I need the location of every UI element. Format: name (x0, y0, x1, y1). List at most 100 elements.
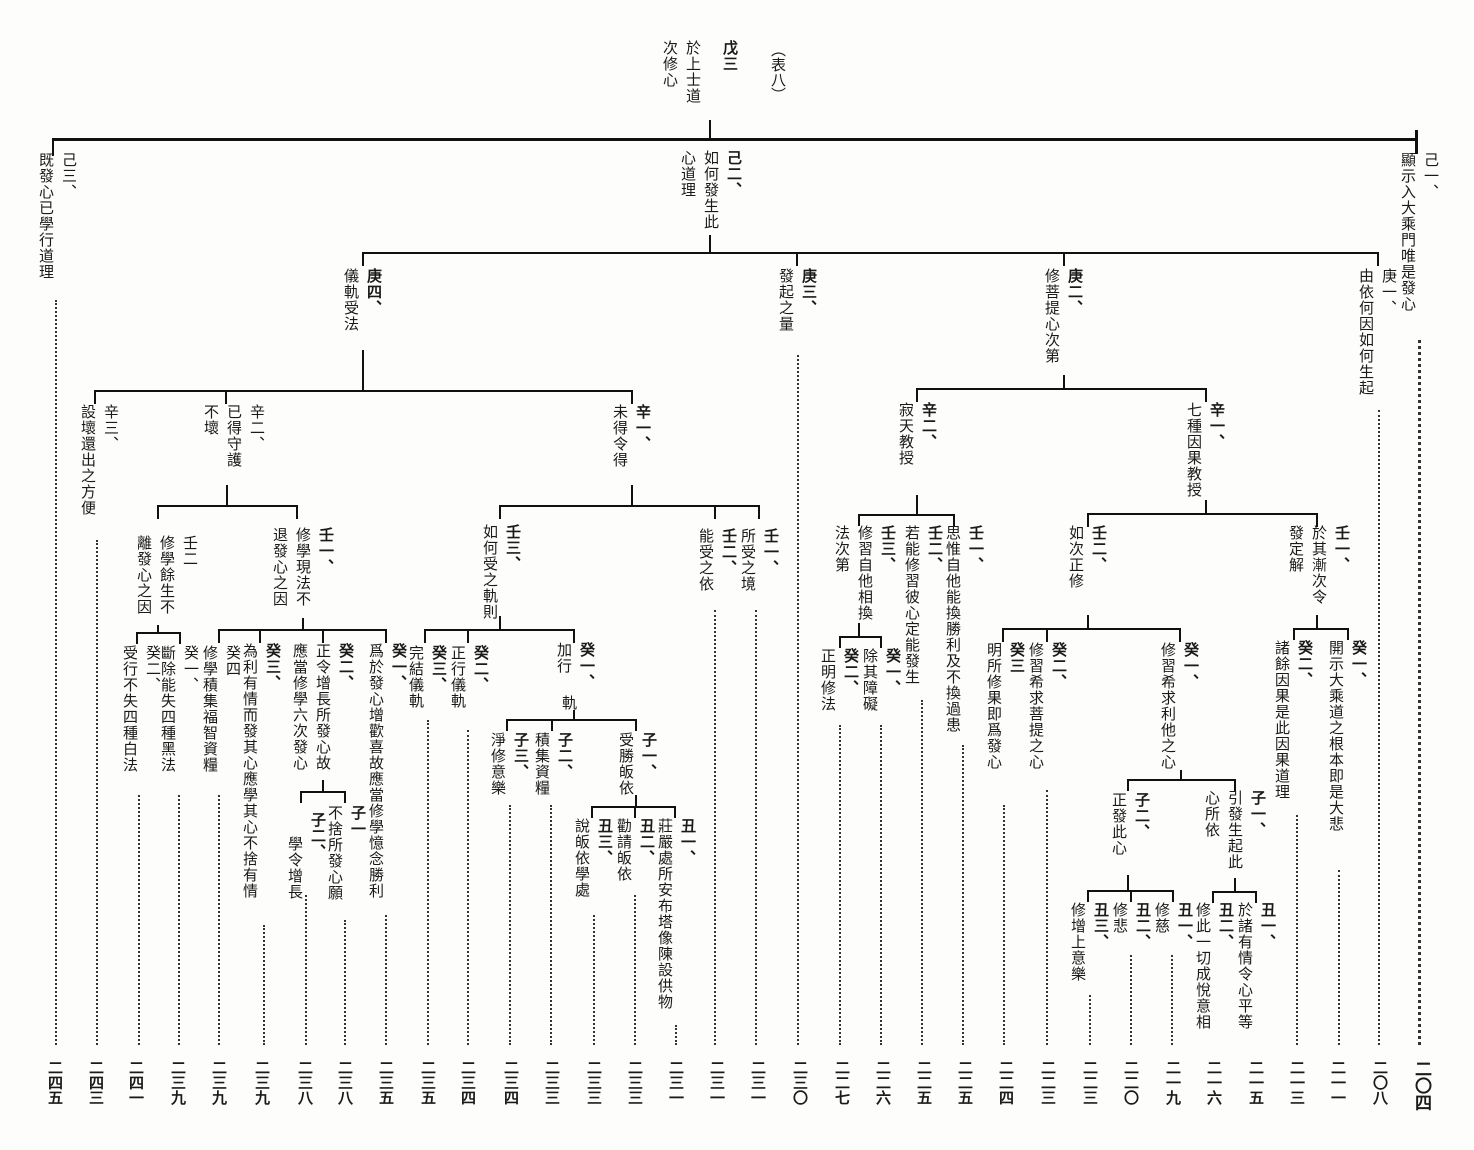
page-number: 二三九 (210, 1060, 228, 1105)
node-chou-c2b: 丑二、 修悲 (1110, 902, 1152, 950)
node-gui-i: 癸二、 正行儀軌 (448, 645, 490, 709)
node-gui-f: 癸一、 除其障礙 (860, 648, 902, 712)
node-chou-c2c: 丑三、 修增上意樂 (1068, 902, 1110, 982)
connector (1172, 890, 1174, 902)
node-head: 癸二、 (144, 645, 162, 693)
node-wd-r2: 壬二、 能受之依 (696, 528, 738, 592)
node-text: 既發心已學行道理 (37, 152, 55, 280)
dotted-leader (467, 730, 469, 1045)
node-gui-p: 癸二、 受行不失四種白法 (120, 645, 162, 773)
node-text: 思惟自他能換勝利及不換過患 (944, 525, 962, 733)
node-text: 受行不失四種白法 (121, 645, 139, 773)
page-number: 二四一 (127, 1060, 145, 1105)
connector (424, 629, 574, 631)
node-gui-m: 癸三、 為利有情而發其心應學其心不捨有情 (240, 643, 282, 899)
dotted-leader (1046, 790, 1048, 1045)
node-text: 斷除能失四種黑法 (159, 645, 177, 773)
connector (136, 632, 138, 644)
node-gui-h: 癸一、 加行 (554, 642, 596, 690)
node-text: 諸餘因果是此因果道理 (1273, 640, 1291, 800)
connector (953, 514, 955, 526)
dotted-leader (1378, 410, 1380, 1045)
node-gui-b: 癸二、 諸餘因果是此因果道理 (1272, 640, 1314, 800)
node-gui-o: 癸一、 斷除能失四種黑法 (158, 645, 200, 773)
connector (1046, 628, 1048, 642)
node-text: 正令增長所發心故 (314, 643, 332, 771)
node-text: 於其漸次令 (1310, 525, 1328, 605)
node-head: 丑一、 (1176, 902, 1194, 950)
node-head: 壬一、 (762, 528, 780, 576)
node-zi-c1: 子一、 引發生起此 心所依 (1202, 790, 1267, 870)
connector (362, 252, 364, 266)
dotted-leader (55, 300, 57, 1045)
dotted-leader (509, 805, 511, 1045)
connector (1212, 891, 1214, 903)
connector (499, 616, 501, 630)
connector (709, 120, 711, 140)
node-chou-c1a: 丑一、 於諸有情令心平等 (1235, 902, 1277, 1030)
connector (1002, 628, 1004, 642)
connector (385, 629, 387, 643)
node-text: 如何發生此 (702, 150, 720, 230)
node-text: 寂天教授 (897, 402, 915, 466)
node-text: 法次第 (833, 525, 851, 573)
page-number: 二三五 (419, 1060, 437, 1105)
connector (157, 505, 297, 507)
node-head: 癸一、 (1350, 640, 1368, 688)
node-text: 儀軌受法 (342, 268, 360, 332)
page-number: 二二五 (956, 1060, 974, 1105)
connector (1205, 500, 1207, 514)
dotted-leader (755, 610, 757, 1045)
connector (1316, 615, 1318, 629)
connector (916, 495, 918, 515)
dotted-leader (962, 745, 964, 1045)
table-label: （表八） (769, 42, 787, 102)
node-ji2: 己二、 如何發生此 心道理 (678, 150, 743, 230)
node-ji1: 己一、 顯示入大乘門唯是發心 (1398, 152, 1440, 312)
dotted-leader (634, 895, 636, 1045)
page-number: 二三〇 (791, 1060, 809, 1105)
dotted-leader (218, 795, 220, 1045)
node-yd-r2: 壬二 修學餘生不 離發心之因 (134, 535, 199, 615)
node-ji3: 己三、 既發心已學行道理 (36, 152, 78, 280)
node-head: 子二、 (1133, 792, 1151, 840)
node-gui-k: 癸一、 爲於發心增歡喜故應當修學憶念勝利 (366, 643, 408, 899)
dotted-leader (1338, 870, 1340, 1045)
node-head: 癸一、 (182, 645, 200, 693)
node-text: 修此一切成悅意相 (1194, 902, 1212, 1030)
node-head: 丑一、 (1259, 902, 1277, 950)
page-number: 二三四 (459, 1060, 477, 1105)
connector (1087, 615, 1089, 629)
node-head: 庚四、 (365, 268, 383, 316)
node-head: 丑二、 (638, 818, 656, 866)
node-chou-c1b: 丑二、 修此一切成悅意相 (1193, 902, 1235, 1030)
node-text: 修習自他相換 (856, 525, 874, 621)
connector (467, 629, 469, 643)
node-jitian: 辛二、 寂天教授 (896, 402, 938, 466)
node-head: 癸三、 (430, 645, 448, 693)
node-text: 離發心之因 (135, 535, 153, 615)
connector (573, 710, 575, 720)
dotted-leader (1003, 805, 1005, 1045)
connector (1293, 628, 1295, 640)
node-head: 癸一、 (1182, 642, 1200, 690)
connector (758, 505, 760, 519)
node-head: 辛一、 (1208, 402, 1226, 450)
node-head: 癸二、 (1050, 642, 1068, 690)
node-text: 於上士道 (684, 40, 702, 104)
node-head: 子三、 (512, 732, 530, 780)
connector (1087, 513, 1317, 515)
node-head: 癸三、 (264, 643, 282, 691)
page-number: 二〇四 (1411, 1060, 1431, 1111)
connector (225, 390, 227, 404)
node-zi-h2: 子二、 積集資糧 (532, 732, 574, 796)
node-head: 壬一、 (1333, 525, 1351, 573)
node-gui-a: 癸一、 開示大乘道之根本即是大悲 (1326, 640, 1368, 832)
connector (631, 485, 633, 505)
connector (1179, 628, 1181, 642)
page-number: 二四五 (46, 1060, 64, 1105)
node-text: 發起之量 (777, 268, 795, 332)
connector (1212, 891, 1256, 893)
node-gui-c: 癸一、 修習希求利他之心 (1158, 642, 1200, 770)
dotted-leader (1089, 995, 1091, 1045)
